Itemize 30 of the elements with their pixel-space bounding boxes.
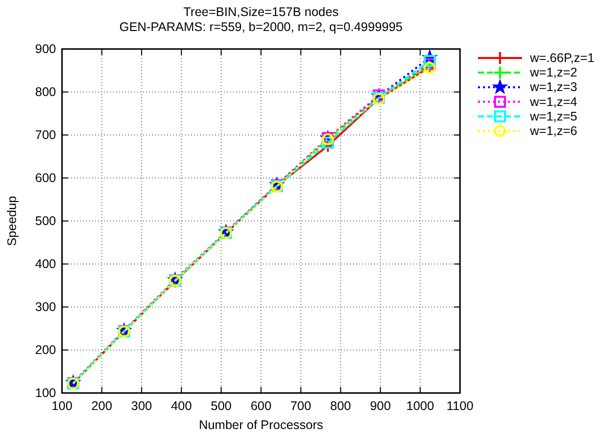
x-tick-label: 400 — [170, 399, 192, 413]
x-tick-label: 600 — [250, 399, 272, 413]
y-tick-label: 900 — [35, 42, 56, 56]
x-tick-label: 300 — [131, 399, 152, 413]
x-tick-label: 100 — [52, 399, 72, 413]
x-tick-label: 900 — [370, 399, 391, 413]
x-tick-label: 800 — [330, 399, 352, 413]
legend-label: w=1,z=6 — [529, 124, 578, 138]
x-tick-label: 1100 — [446, 399, 474, 413]
x-axis-title: Number of Processors — [198, 418, 324, 432]
chart-subtitle: GEN-PARAMS: r=559, b=2000, m=2, q=0.4999995 — [119, 20, 403, 34]
chart-title: Tree=BIN,Size=157B nodes — [183, 5, 339, 19]
x-tick-label: 200 — [91, 399, 112, 413]
legend-label: w=1,z=3 — [529, 80, 578, 94]
legend-label: w=1,z=5 — [529, 109, 578, 124]
legend-label: w=1,z=2 — [529, 66, 578, 80]
x-tick-label: 500 — [210, 399, 232, 413]
y-axis-title: Speedup — [5, 196, 19, 246]
y-tick-label: 800 — [35, 85, 56, 99]
y-tick-label: 600 — [35, 171, 56, 185]
y-tick-label: 200 — [35, 343, 56, 357]
x-tick-label: 1000 — [406, 399, 434, 413]
x-tick-label: 700 — [290, 399, 312, 413]
y-tick-label: 300 — [35, 300, 56, 314]
legend-label: w=1,z=4 — [529, 94, 578, 109]
y-tick-label: 400 — [35, 257, 56, 271]
y-tick-label: 700 — [35, 128, 56, 142]
y-tick-label: 500 — [35, 214, 56, 228]
y-tick-label: 100 — [35, 386, 56, 400]
legend-label: w=.66P,z=1 — [529, 51, 594, 65]
